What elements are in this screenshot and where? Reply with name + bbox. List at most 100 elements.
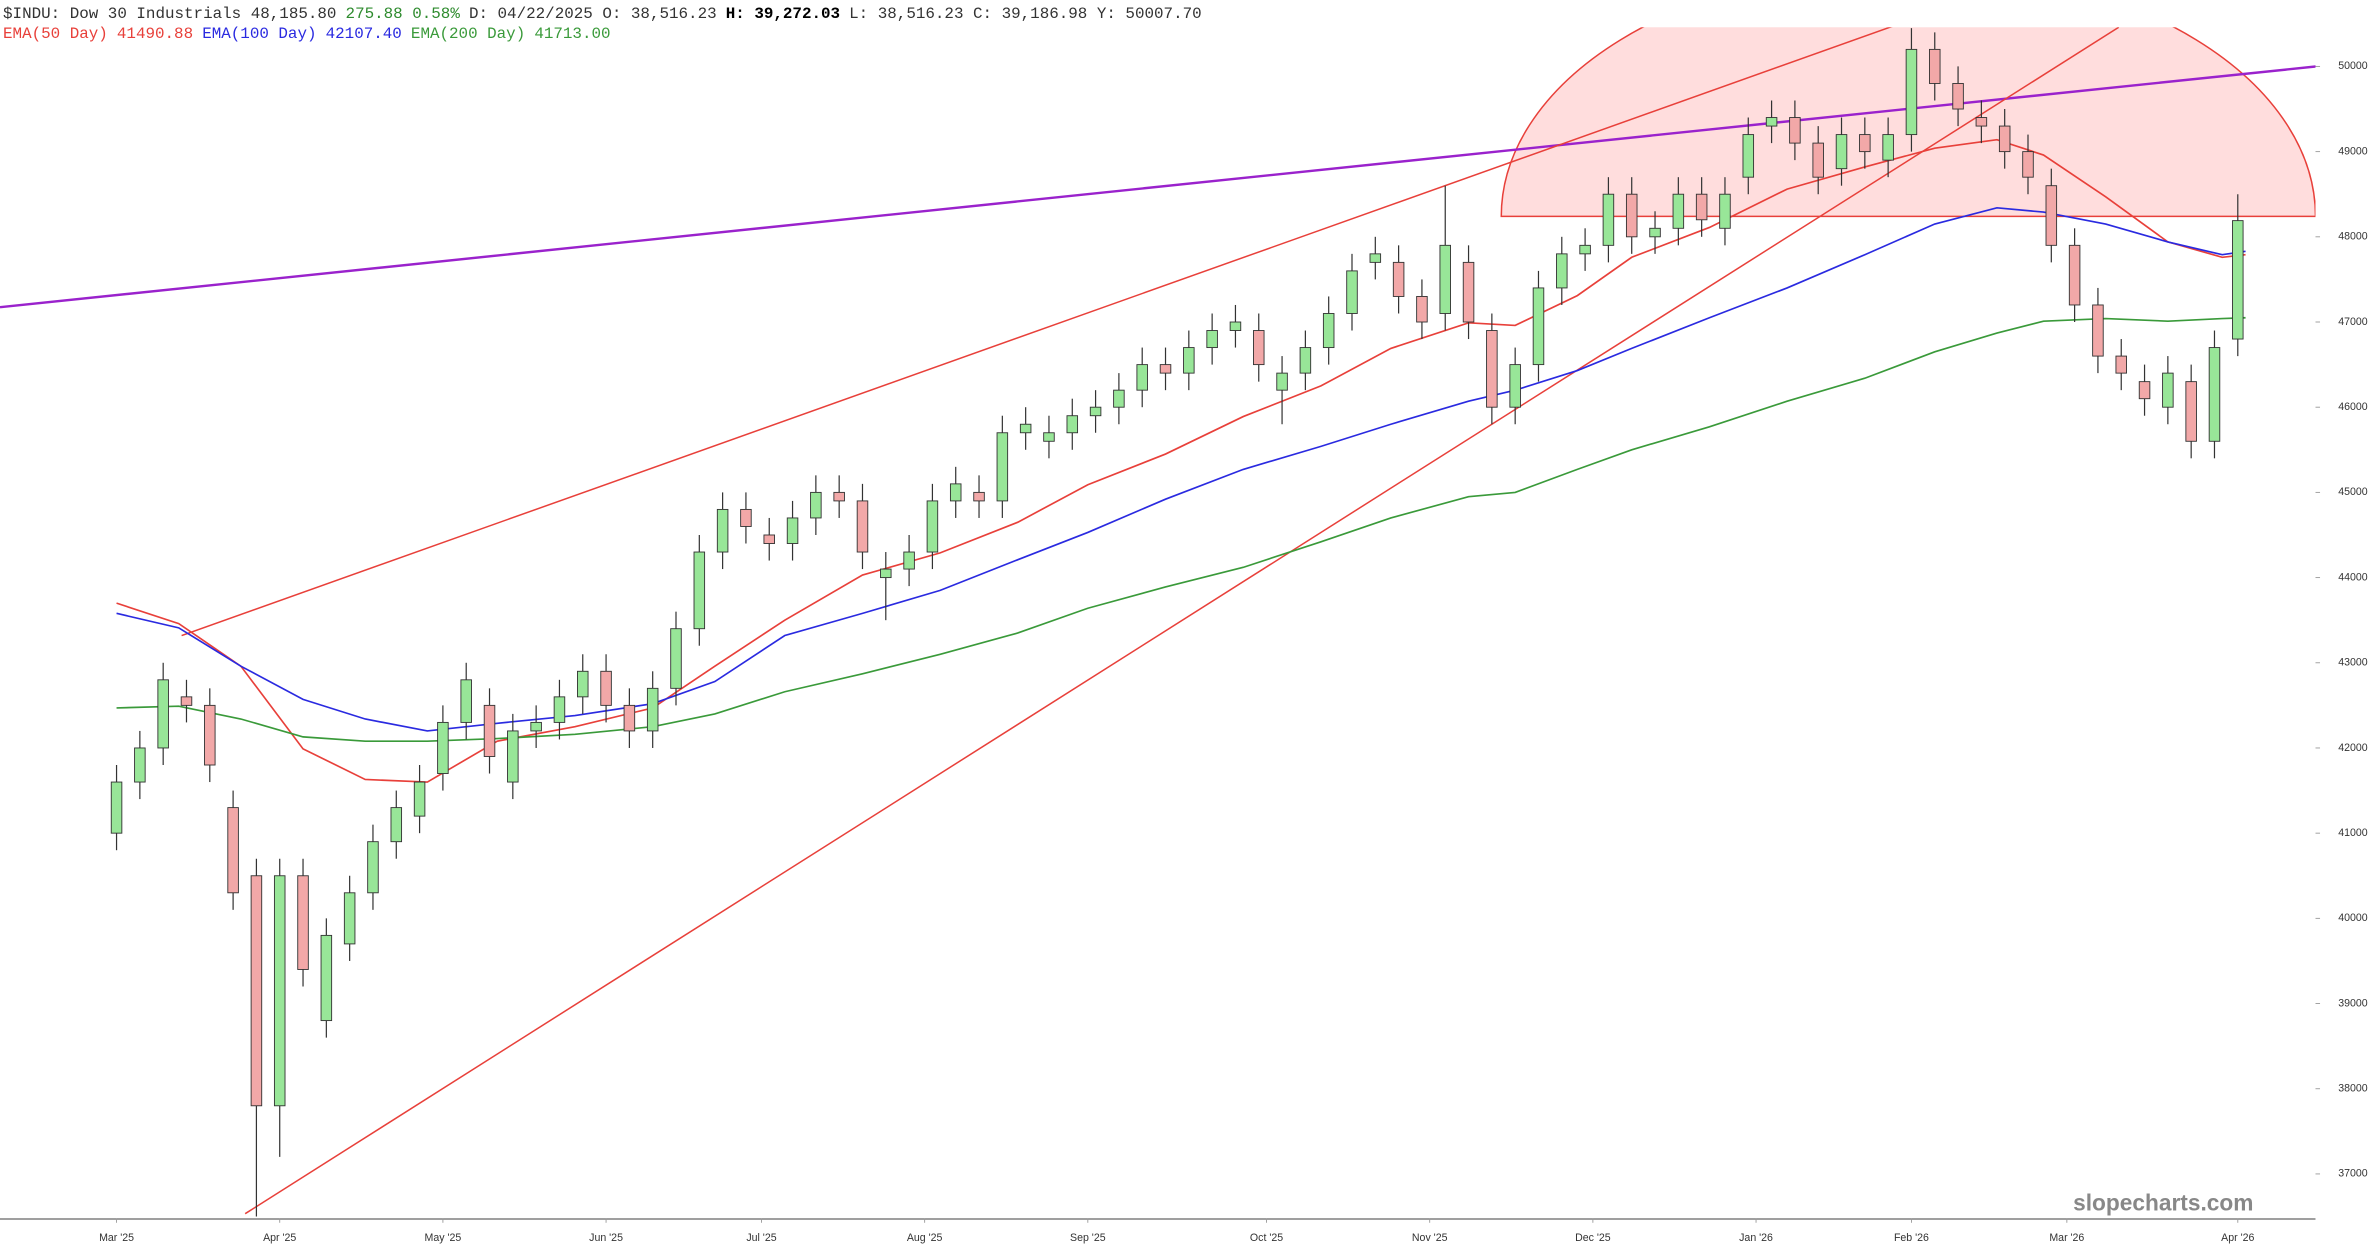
candle-body bbox=[1929, 48, 1941, 84]
y-tick-label: 40000 bbox=[2338, 912, 2368, 924]
candle-body bbox=[1812, 142, 1824, 178]
candle-body bbox=[1276, 372, 1288, 391]
candle-body bbox=[483, 704, 496, 757]
y-tick-label: 46000 bbox=[2338, 401, 2368, 413]
header-text: H: 39,272.03 bbox=[726, 5, 840, 23]
candle-body bbox=[996, 432, 1009, 502]
candle-body bbox=[577, 670, 589, 698]
candle-body bbox=[949, 483, 962, 502]
candle-body bbox=[1392, 261, 1405, 297]
candle-body bbox=[1905, 48, 1918, 136]
x-tick-label: Jul '25 bbox=[746, 1232, 776, 1244]
candle-body bbox=[530, 721, 542, 732]
x-tick-label: Dec '25 bbox=[1575, 1232, 1611, 1244]
candle-body bbox=[1299, 347, 1312, 374]
candle-body bbox=[507, 730, 519, 783]
candle-body bbox=[1625, 193, 1638, 238]
candle-body bbox=[2138, 381, 2151, 400]
header-text: $INDU: Dow 30 Industrials 48,185.80 bbox=[3, 5, 336, 23]
candle-body bbox=[553, 696, 566, 723]
candle-body bbox=[1579, 244, 1591, 255]
x-tick-label: Mar '25 bbox=[99, 1232, 134, 1244]
header-text: 275.88 0.58% bbox=[346, 5, 461, 23]
candle-body bbox=[670, 628, 682, 689]
candle-body bbox=[1509, 364, 1521, 408]
candle-body bbox=[1695, 193, 1708, 221]
candle-body bbox=[1765, 117, 1778, 127]
candle-body bbox=[273, 875, 286, 1107]
x-tick-label: Feb '26 bbox=[1894, 1232, 1929, 1244]
candle-body bbox=[1835, 134, 1848, 170]
legend-value: 41490.88 bbox=[117, 25, 193, 43]
candle-body bbox=[320, 934, 333, 1022]
candle-body bbox=[1183, 347, 1195, 374]
x-tick-label: Jan '26 bbox=[1739, 1232, 1773, 1244]
candle-body bbox=[1159, 364, 1172, 374]
candle-body bbox=[623, 704, 636, 732]
y-tick-label: 47000 bbox=[2338, 316, 2368, 328]
candle-body bbox=[110, 781, 123, 834]
legend: EMA(50 Day) 41490.88 EMA(100 Day) 42107.40 E… bbox=[3, 25, 611, 43]
candle-body bbox=[1742, 134, 1755, 178]
x-tick-label: Nov '25 bbox=[1412, 1232, 1448, 1244]
watermark: slopecharts.com bbox=[2073, 1190, 2253, 1216]
x-tick-label: May '25 bbox=[425, 1232, 462, 1244]
y-tick-label: 45000 bbox=[2338, 486, 2368, 498]
candle-body bbox=[1672, 193, 1685, 229]
header-text: L: 38,516.23 C: 39,186.98 Y: 50007.70 bbox=[849, 5, 1201, 23]
candle-body bbox=[1952, 83, 1964, 110]
candle-body bbox=[1043, 432, 1055, 442]
candle-body bbox=[413, 781, 426, 817]
candle-body bbox=[646, 687, 659, 732]
ema-line bbox=[116, 206, 2246, 732]
candle-body bbox=[460, 679, 472, 723]
y-tick-label: 42000 bbox=[2338, 742, 2368, 754]
legend-name: EMA(50 Day) bbox=[3, 25, 108, 43]
plot-area bbox=[110, 28, 2246, 1217]
candle-body bbox=[1859, 134, 1871, 153]
candle-body bbox=[1113, 389, 1125, 408]
candle-body bbox=[1998, 125, 2011, 153]
candle-body bbox=[1975, 117, 1988, 127]
candle-body bbox=[2232, 220, 2244, 340]
candle-body bbox=[2022, 151, 2034, 178]
candle-body bbox=[1066, 415, 1079, 434]
candle-body bbox=[926, 500, 939, 553]
candle-body bbox=[2162, 372, 2174, 408]
candle-body bbox=[367, 841, 379, 894]
candle-body bbox=[2068, 244, 2081, 306]
candle-body bbox=[833, 491, 845, 502]
candle-body bbox=[2185, 381, 2197, 442]
candle-body bbox=[1089, 406, 1102, 417]
purple-trendline bbox=[0, 65, 2316, 309]
candle-body bbox=[856, 500, 869, 553]
candle-body bbox=[903, 551, 915, 570]
y-tick-label: 44000 bbox=[2338, 571, 2368, 583]
y-tick-label: 49000 bbox=[2338, 145, 2368, 157]
y-tick-label: 43000 bbox=[2338, 657, 2368, 669]
candle-body bbox=[1346, 270, 1358, 314]
candle-body bbox=[1649, 227, 1661, 238]
y-tick-label: 41000 bbox=[2338, 827, 2368, 839]
candle-body bbox=[227, 807, 239, 894]
candle-body bbox=[1556, 253, 1568, 289]
ema-line bbox=[116, 138, 2246, 783]
candle-body bbox=[1602, 193, 1615, 246]
legend-name: EMA(100 Day) bbox=[202, 25, 316, 43]
candle-body bbox=[1439, 244, 1451, 314]
candle-body bbox=[716, 508, 729, 553]
candle-body bbox=[2092, 304, 2104, 357]
candle-body bbox=[1019, 423, 1032, 434]
candle-body bbox=[1416, 295, 1428, 323]
candle-body bbox=[600, 670, 612, 706]
candle-body bbox=[1206, 330, 1218, 349]
candle-body bbox=[1322, 313, 1335, 349]
candle-body bbox=[1486, 330, 1498, 408]
y-tick-label: 38000 bbox=[2338, 1083, 2368, 1095]
candle-body bbox=[2045, 185, 2058, 246]
x-tick-label: Oct '25 bbox=[1250, 1232, 1283, 1244]
legend-name: EMA(200 Day) bbox=[411, 25, 525, 43]
candle-body bbox=[390, 807, 403, 843]
